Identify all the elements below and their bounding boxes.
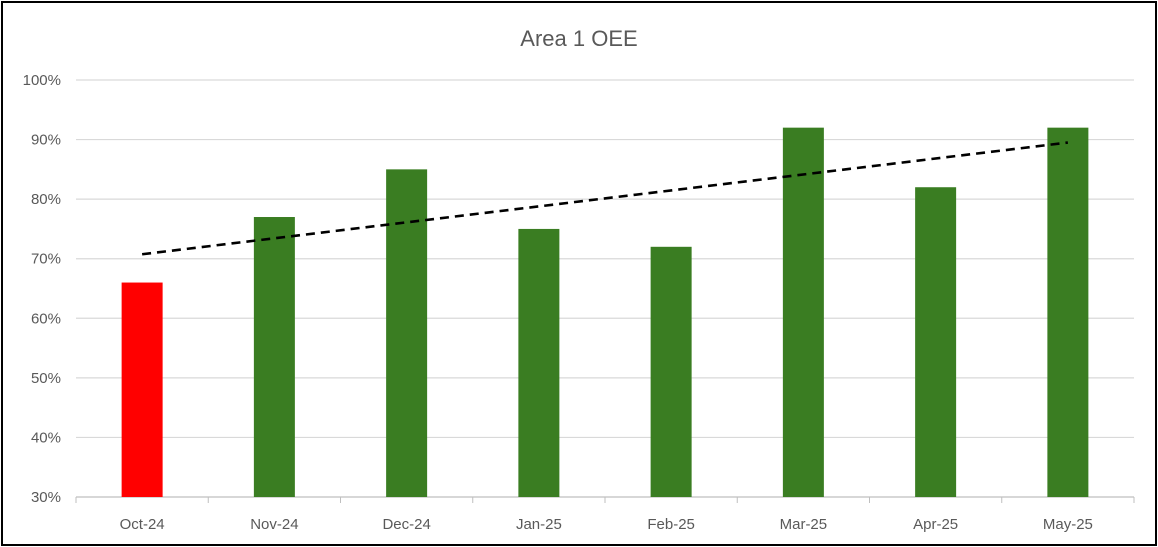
bar-jan-25	[518, 228, 560, 497]
chart-title: Area 1 OEE	[520, 26, 637, 51]
y-tick-label: 100%	[23, 72, 61, 89]
y-tick-label: 60%	[31, 310, 61, 327]
y-tick-label: 40%	[31, 429, 61, 446]
y-tick-label: 50%	[31, 370, 61, 387]
y-tick-label: 80%	[31, 191, 61, 208]
y-tick-label: 70%	[31, 251, 61, 268]
y-tick-label: 30%	[31, 489, 61, 506]
trendline-group	[141, 141, 1069, 256]
bar-feb-25	[650, 246, 692, 497]
bar-dec-24	[386, 169, 428, 497]
x-tick-label: Dec-24	[382, 516, 430, 533]
gridlines	[76, 79, 1134, 498]
bar-may-25	[1047, 127, 1089, 498]
y-axis: 30% 40% 50% 60% 70% 80% 90% 100%	[23, 72, 61, 506]
x-tick-label: Feb-25	[647, 516, 695, 533]
trendline	[141, 141, 1069, 256]
x-axis: Oct-24 Nov-24 Dec-24 Jan-25 Feb-25 Mar-25 Apr-…	[75, 497, 1135, 533]
x-tick-label: Mar-25	[780, 516, 828, 533]
x-tick-label: Nov-24	[250, 516, 298, 533]
bars	[121, 127, 1089, 498]
x-tick-label: Jan-25	[516, 516, 562, 533]
y-tick-label: 90%	[31, 132, 61, 149]
bar-apr-25	[915, 187, 957, 497]
x-tick-label: Oct-24	[120, 516, 165, 533]
x-tick-label: May-25	[1043, 516, 1093, 533]
x-tick-label: Apr-25	[913, 516, 958, 533]
bar-mar-25	[782, 127, 824, 498]
bar-oct-24	[121, 282, 163, 497]
bar-nov-24	[253, 217, 295, 497]
